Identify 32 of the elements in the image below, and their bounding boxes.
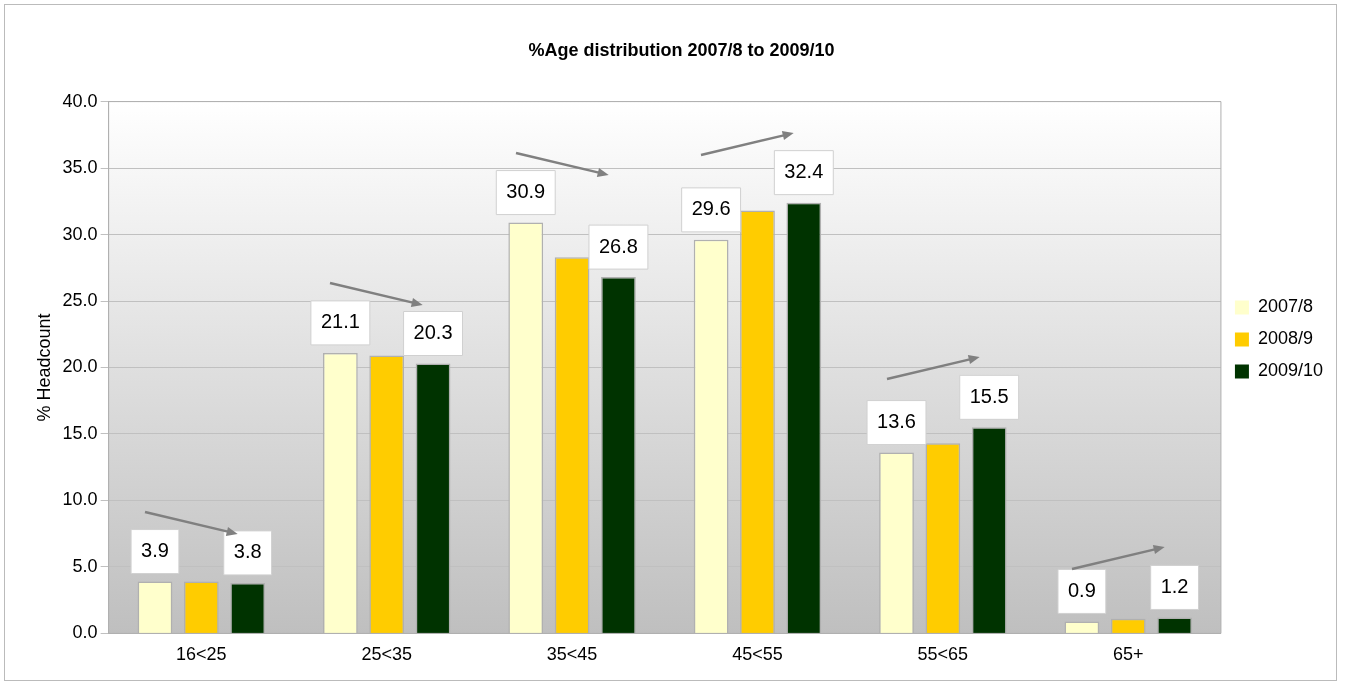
y-tick-label: 5.0: [72, 555, 98, 576]
y-tick-label: 15.0: [62, 422, 98, 443]
y-tick-label: 35.0: [62, 157, 98, 178]
x-tick-label: 55<65: [917, 644, 969, 665]
x-tick-label: 35<45: [546, 644, 598, 665]
data-label: 29.6: [691, 197, 731, 220]
data-label: 30.9: [506, 180, 546, 203]
y-tick-label: 40.0: [62, 90, 98, 111]
data-label: 3.8: [233, 540, 262, 563]
data-label: 1.2: [1160, 574, 1189, 597]
y-tick-label: 25.0: [62, 289, 98, 310]
chart-title: %Age distribution 2007/8 to 2009/10: [528, 39, 835, 60]
legend-label: 2008/9: [1257, 328, 1313, 349]
y-tick-label: 30.0: [62, 223, 98, 244]
y-tick-label: 20.0: [62, 356, 98, 377]
y-tick-label: 10.0: [62, 489, 98, 510]
data-label: 21.1: [320, 310, 360, 333]
x-tick-label: 45<55: [732, 644, 783, 665]
data-label: 0.9: [1067, 578, 1096, 601]
data-label: 3.9: [141, 539, 169, 562]
data-label: 13.6: [877, 410, 916, 433]
x-tick-label: 25<35: [361, 644, 412, 665]
y-axis-title: % Headcount: [33, 313, 54, 422]
data-label: 20.3: [413, 321, 453, 344]
y-tick-label: 0.0: [72, 622, 98, 643]
legend-label: 2009/10: [1257, 360, 1324, 381]
data-label: 26.8: [598, 234, 638, 257]
legend-label: 2007/8: [1257, 296, 1313, 317]
x-tick-label: 16<25: [176, 644, 227, 665]
data-label: 15.5: [969, 384, 1009, 407]
data-label: 32.4: [784, 160, 824, 183]
x-tick-label: 65+: [1112, 644, 1144, 665]
